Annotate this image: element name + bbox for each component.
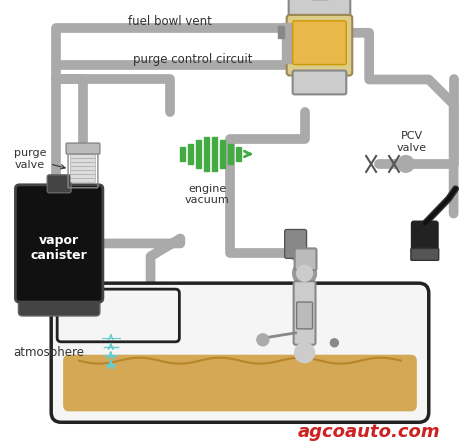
FancyBboxPatch shape xyxy=(51,283,429,422)
Bar xyxy=(220,140,225,168)
Bar xyxy=(204,137,209,171)
Text: fuel bowl vent: fuel bowl vent xyxy=(128,16,212,28)
Circle shape xyxy=(330,339,338,347)
FancyBboxPatch shape xyxy=(63,355,417,412)
FancyBboxPatch shape xyxy=(57,289,179,342)
FancyBboxPatch shape xyxy=(412,222,438,253)
Circle shape xyxy=(257,334,269,346)
Text: atmosphere: atmosphere xyxy=(13,346,84,359)
Bar xyxy=(212,137,217,171)
Circle shape xyxy=(398,156,414,172)
Circle shape xyxy=(297,265,312,281)
FancyBboxPatch shape xyxy=(297,302,312,329)
FancyBboxPatch shape xyxy=(289,0,350,22)
FancyBboxPatch shape xyxy=(287,15,352,75)
FancyBboxPatch shape xyxy=(71,155,95,159)
Text: engine
vacuum: engine vacuum xyxy=(185,184,229,206)
FancyBboxPatch shape xyxy=(292,70,346,94)
Bar xyxy=(188,144,193,164)
FancyBboxPatch shape xyxy=(71,163,95,167)
FancyBboxPatch shape xyxy=(66,143,100,154)
Text: vapor
canister: vapor canister xyxy=(31,234,88,262)
FancyBboxPatch shape xyxy=(16,185,103,302)
Bar xyxy=(181,147,185,161)
FancyBboxPatch shape xyxy=(71,159,95,163)
FancyBboxPatch shape xyxy=(71,175,95,179)
Circle shape xyxy=(292,261,317,285)
Text: purge
valve: purge valve xyxy=(14,148,65,170)
Circle shape xyxy=(295,343,315,363)
Text: purge control circuit: purge control circuit xyxy=(133,53,252,66)
Text: PCV
valve: PCV valve xyxy=(397,131,427,153)
Bar xyxy=(278,26,284,38)
Bar xyxy=(196,140,201,168)
FancyBboxPatch shape xyxy=(18,296,100,316)
Bar xyxy=(282,23,292,62)
FancyBboxPatch shape xyxy=(293,281,316,345)
FancyBboxPatch shape xyxy=(411,249,439,260)
Bar xyxy=(228,144,233,164)
FancyBboxPatch shape xyxy=(292,21,346,65)
FancyBboxPatch shape xyxy=(71,179,95,183)
FancyBboxPatch shape xyxy=(285,229,307,258)
FancyBboxPatch shape xyxy=(47,175,71,193)
Bar xyxy=(236,147,241,161)
FancyBboxPatch shape xyxy=(295,249,317,270)
FancyBboxPatch shape xyxy=(71,167,95,171)
Text: agcoauto.com: agcoauto.com xyxy=(298,423,440,441)
FancyBboxPatch shape xyxy=(71,171,95,175)
